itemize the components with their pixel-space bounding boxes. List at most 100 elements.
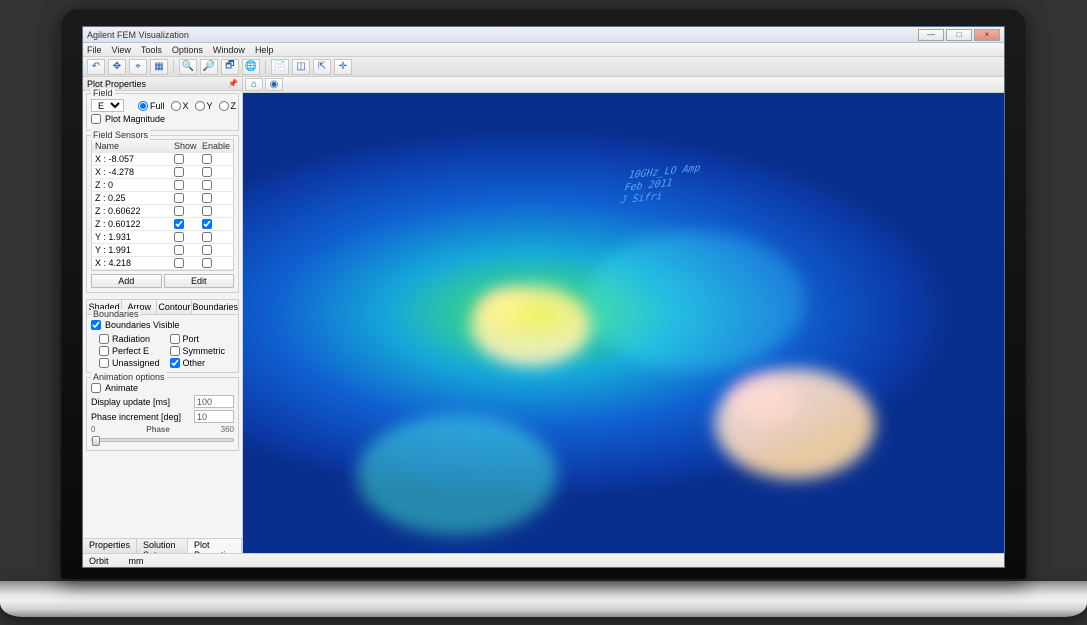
sensor-enable-checkbox[interactable] [202, 154, 212, 164]
sensor-row[interactable]: Z : 0.60622 [92, 205, 233, 218]
field-radio-x[interactable]: X [171, 101, 189, 111]
toolbar-btn-9[interactable]: ◫ [292, 59, 310, 75]
panel-title: Plot Properties [87, 79, 146, 89]
boundary-unassigned[interactable]: Unassigned [99, 358, 164, 368]
menu-window[interactable]: Window [213, 45, 245, 55]
boundary-radiation[interactable]: Radiation [99, 334, 164, 344]
display-update-input[interactable] [194, 395, 234, 408]
phase-slider[interactable] [91, 438, 234, 442]
view-tab-boundaries[interactable]: Boundaries [192, 300, 238, 314]
menu-options[interactable]: Options [172, 45, 203, 55]
toolbar-btn-4[interactable]: 🔍 [179, 59, 197, 75]
add-button[interactable]: Add [91, 274, 162, 288]
board-annotation: 10GHz_LO Amp Feb 2011 J Sifri [618, 162, 702, 207]
close-button[interactable]: × [974, 29, 1000, 41]
sensor-enable-checkbox[interactable] [202, 245, 212, 255]
bottom-tab-plot-properties[interactable]: Plot Properties [188, 539, 242, 553]
sensor-enable-checkbox[interactable] [202, 193, 212, 203]
toolbar-btn-7[interactable]: 🌐 [242, 59, 260, 75]
viewport-3d[interactable]: 10GHz_LO Amp Feb 2011 J Sifri [243, 93, 1004, 553]
sensor-enable-checkbox[interactable] [202, 219, 212, 229]
field-legend: Field [91, 88, 115, 98]
sensor-show-checkbox[interactable] [174, 193, 184, 203]
sensor-row[interactable]: Y : 1.991 [92, 244, 233, 257]
boundaries-visible-label: Boundaries Visible [105, 320, 179, 330]
field-dropdown[interactable]: E [91, 99, 124, 112]
sensor-show-checkbox[interactable] [174, 206, 184, 216]
animate-label: Animate [105, 383, 138, 393]
menu-view[interactable]: View [112, 45, 131, 55]
toolbar-btn-5[interactable]: 🔎 [200, 59, 218, 75]
slider-label: Phase [146, 425, 170, 434]
pin-icon[interactable]: 📌 [228, 79, 238, 88]
sensor-row[interactable]: Y : 1.931 [92, 231, 233, 244]
sensor-row[interactable]: X : -4.278 [92, 166, 233, 179]
boundary-symmetric[interactable]: Symmetric [170, 346, 235, 356]
toolbar-btn-0[interactable]: ↶ [87, 59, 105, 75]
field-radio-z[interactable]: Z [219, 101, 237, 111]
animation-group: Animation options Animate Display update… [86, 377, 239, 451]
bottom-tab-solution-setup[interactable]: Solution Setup [137, 539, 188, 553]
menu-help[interactable]: Help [255, 45, 274, 55]
sensor-show-checkbox[interactable] [174, 258, 184, 268]
viewport-tab-view-icon[interactable]: ◉ [265, 78, 283, 91]
sensor-show-checkbox[interactable] [174, 219, 184, 229]
toolbar-btn-8[interactable]: 📄 [271, 59, 289, 75]
sensor-row[interactable]: X : 4.218 [92, 257, 233, 270]
sensor-enable-checkbox[interactable] [202, 258, 212, 268]
toolbar-btn-1[interactable]: ✥ [108, 59, 126, 75]
toolbar-btn-10[interactable]: ⇱ [313, 59, 331, 75]
sensor-row[interactable]: Z : 0.60122 [92, 218, 233, 231]
sensor-name: X : -4.278 [95, 167, 174, 177]
menu-tools[interactable]: Tools [141, 45, 162, 55]
edit-button[interactable]: Edit [164, 274, 235, 288]
sensor-enable-checkbox[interactable] [202, 167, 212, 177]
slider-min: 0 [91, 425, 95, 434]
toolbar-btn-3[interactable]: ▦ [150, 59, 168, 75]
sensor-enable-checkbox[interactable] [202, 180, 212, 190]
phase-inc-input[interactable] [194, 410, 234, 423]
sensor-enable-checkbox[interactable] [202, 206, 212, 216]
sensor-show-checkbox[interactable] [174, 167, 184, 177]
plot-magnitude-label: Plot Magnitude [105, 114, 165, 124]
animate-checkbox[interactable] [91, 383, 101, 393]
side-panel: Plot Properties 📌 Field E Full XYZ Plot M… [83, 77, 243, 553]
minimize-button[interactable]: — [918, 29, 944, 41]
field-radio-full[interactable]: Full [138, 101, 165, 111]
sensor-row[interactable]: X : -8.057 [92, 153, 233, 166]
sensor-row[interactable]: Z : 0 [92, 179, 233, 192]
heatmap-spot [479, 291, 529, 327]
status-right: mm [129, 556, 144, 566]
field-radio-y[interactable]: Y [195, 101, 213, 111]
menubar: File View Tools Options Window Help [83, 43, 1004, 57]
sensor-row[interactable]: Z : 0.25 [92, 192, 233, 205]
app-window: Agilent FEM Visualization — □ × File View… [82, 26, 1005, 568]
sensor-enable-checkbox[interactable] [202, 232, 212, 242]
boundaries-visible-checkbox[interactable] [91, 320, 101, 330]
view-tab-contour[interactable]: Contour [157, 300, 192, 314]
boundary-other[interactable]: Other [170, 358, 235, 368]
boundary-port[interactable]: Port [170, 334, 235, 344]
boundary-perfect-e[interactable]: Perfect E [99, 346, 164, 356]
toolbar-btn-6[interactable]: 🗗 [221, 59, 239, 75]
sensor-name: Z : 0 [95, 180, 174, 190]
menu-file[interactable]: File [87, 45, 102, 55]
sensor-show-checkbox[interactable] [174, 180, 184, 190]
col-name: Name [95, 141, 174, 151]
toolbar-btn-2[interactable]: ⌖ [129, 59, 147, 75]
field-group: Field E FullXYZ Plot Magnitude [86, 93, 239, 131]
sensor-show-checkbox[interactable] [174, 154, 184, 164]
laptop-frame: Agilent FEM Visualization — □ × File View… [60, 8, 1027, 580]
viewport-tab-home-icon[interactable]: ⌂ [245, 78, 263, 91]
bottom-tab-properties[interactable]: Properties [83, 539, 137, 553]
sensor-name: Z : 0.60622 [95, 206, 174, 216]
sensor-show-checkbox[interactable] [174, 245, 184, 255]
sensor-name: Z : 0.25 [95, 193, 174, 203]
sensor-name: X : 4.218 [95, 258, 174, 268]
toolbar-btn-11[interactable]: ✛ [334, 59, 352, 75]
maximize-button[interactable]: □ [946, 29, 972, 41]
plot-magnitude-checkbox[interactable] [91, 114, 101, 124]
slider-thumb[interactable] [92, 436, 100, 446]
sensor-show-checkbox[interactable] [174, 232, 184, 242]
titlebar: Agilent FEM Visualization — □ × [83, 27, 1004, 43]
